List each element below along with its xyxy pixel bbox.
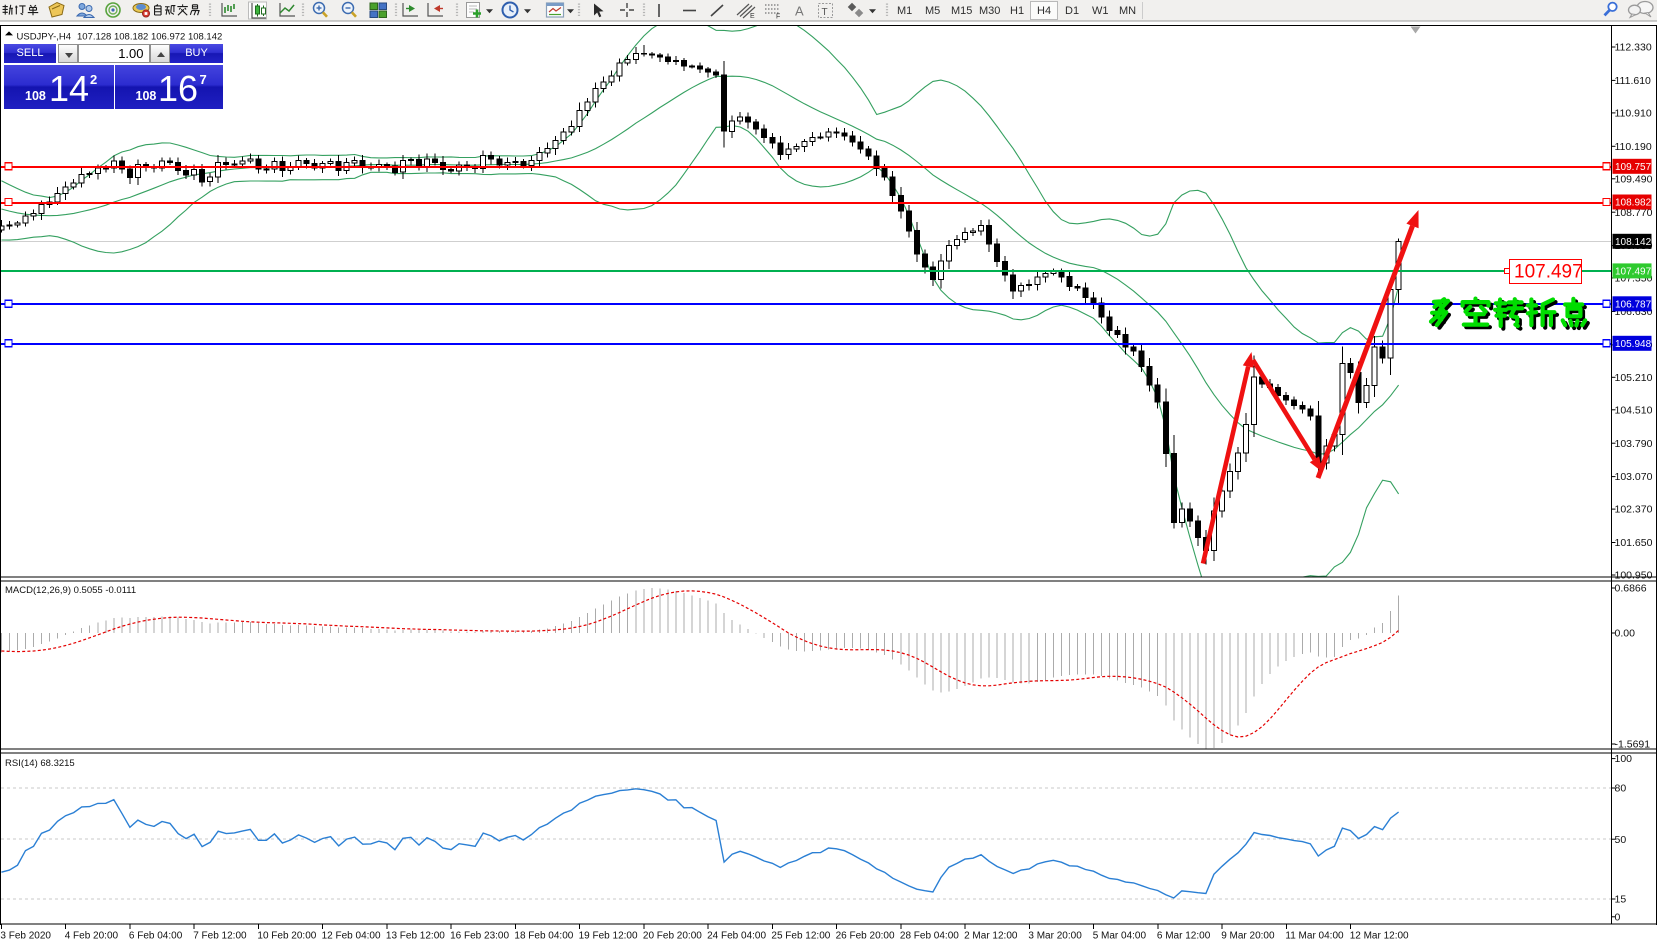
svg-text:104.510: 104.510 [1615,404,1653,416]
svg-text:100.950: 100.950 [1615,570,1653,582]
svg-text:H4: H4 [1037,5,1051,17]
svg-text:M5: M5 [925,5,940,17]
svg-text:24 Feb 04:00: 24 Feb 04:00 [707,931,766,941]
svg-text:101.650: 101.650 [1615,537,1653,549]
svg-text:M30: M30 [979,5,1000,17]
svg-text:18 Feb 04:00: 18 Feb 04:00 [514,931,573,941]
svg-text:26 Feb 20:00: 26 Feb 20:00 [836,931,895,941]
svg-text:110.910: 110.910 [1615,108,1652,120]
svg-text:106.787: 106.787 [1615,300,1652,311]
svg-text:M1: M1 [897,5,912,17]
svg-text:T: T [822,7,828,18]
svg-text:2 Mar 12:00: 2 Mar 12:00 [964,931,1018,941]
svg-text:112.330: 112.330 [1615,42,1652,54]
svg-text:107.497: 107.497 [1615,267,1652,278]
svg-text:A: A [795,4,804,19]
svg-text:107.128 108.182 106.972 108.14: 107.128 108.182 106.972 108.142 [77,32,222,43]
svg-text:19 Feb 12:00: 19 Feb 12:00 [579,931,638,941]
svg-text:4 Feb 20:00: 4 Feb 20:00 [65,931,119,941]
svg-text:105.210: 105.210 [1615,372,1653,384]
svg-text:15: 15 [1615,894,1627,906]
svg-text:-1.5691: -1.5691 [1615,739,1651,751]
svg-text:108.770: 108.770 [1615,207,1653,219]
svg-text:50: 50 [1615,834,1627,846]
svg-text:20 Feb 20:00: 20 Feb 20:00 [643,931,702,941]
svg-text:109.757: 109.757 [1615,162,1652,173]
svg-text:100: 100 [1615,753,1633,765]
svg-text:7 Feb 12:00: 7 Feb 12:00 [193,931,247,941]
svg-text:16 Feb 23:00: 16 Feb 23:00 [450,931,509,941]
svg-text:111.610: 111.610 [1615,75,1652,87]
svg-text:108.982: 108.982 [1615,198,1652,209]
svg-text:109.490: 109.490 [1615,173,1653,185]
svg-text:80: 80 [1615,783,1627,795]
svg-text:103.790: 103.790 [1615,438,1653,450]
svg-text:M15: M15 [951,5,972,17]
svg-text:H1: H1 [1010,5,1024,17]
svg-text:28 Feb 04:00: 28 Feb 04:00 [900,931,959,941]
svg-text:RSI(14) 68.3215: RSI(14) 68.3215 [5,758,75,769]
svg-text:10 Feb 20:00: 10 Feb 20:00 [257,931,316,941]
svg-text:USDJPY-,H4: USDJPY-,H4 [17,32,72,43]
svg-text:13 Feb 12:00: 13 Feb 12:00 [386,931,445,941]
svg-text:12 Mar 12:00: 12 Mar 12:00 [1350,931,1409,941]
svg-text:5 Mar 04:00: 5 Mar 04:00 [1093,931,1147,941]
svg-text:6 Feb 04:00: 6 Feb 04:00 [129,931,183,941]
svg-text:0.00: 0.00 [1615,628,1636,640]
svg-text:25 Feb 12:00: 25 Feb 12:00 [771,931,830,941]
svg-text:MN: MN [1119,5,1136,17]
svg-text:W1: W1 [1092,5,1109,17]
svg-text:E: E [750,13,755,20]
svg-text:3 Mar 20:00: 3 Mar 20:00 [1028,931,1082,941]
svg-text:12 Feb 04:00: 12 Feb 04:00 [322,931,381,941]
svg-text:MACD(12,26,9) 0.5055 -0.0111: MACD(12,26,9) 0.5055 -0.0111 [5,585,136,596]
svg-text:103.070: 103.070 [1615,471,1653,483]
svg-text:9 Mar 20:00: 9 Mar 20:00 [1221,931,1275,941]
svg-text:3 Feb 2020: 3 Feb 2020 [0,931,51,941]
svg-text:108.142: 108.142 [1615,237,1652,248]
svg-text:110.190: 110.190 [1615,141,1652,153]
svg-text:105.948: 105.948 [1615,339,1652,350]
svg-text:D1: D1 [1065,5,1079,17]
svg-text:0: 0 [1615,911,1621,923]
svg-text:107.497: 107.497 [1514,262,1583,283]
svg-text:11 Mar 04:00: 11 Mar 04:00 [1285,931,1344,941]
svg-text:0.6866: 0.6866 [1615,583,1647,595]
svg-text:F: F [776,14,780,21]
svg-text:6 Mar 12:00: 6 Mar 12:00 [1157,931,1211,941]
svg-text:102.370: 102.370 [1615,504,1653,516]
